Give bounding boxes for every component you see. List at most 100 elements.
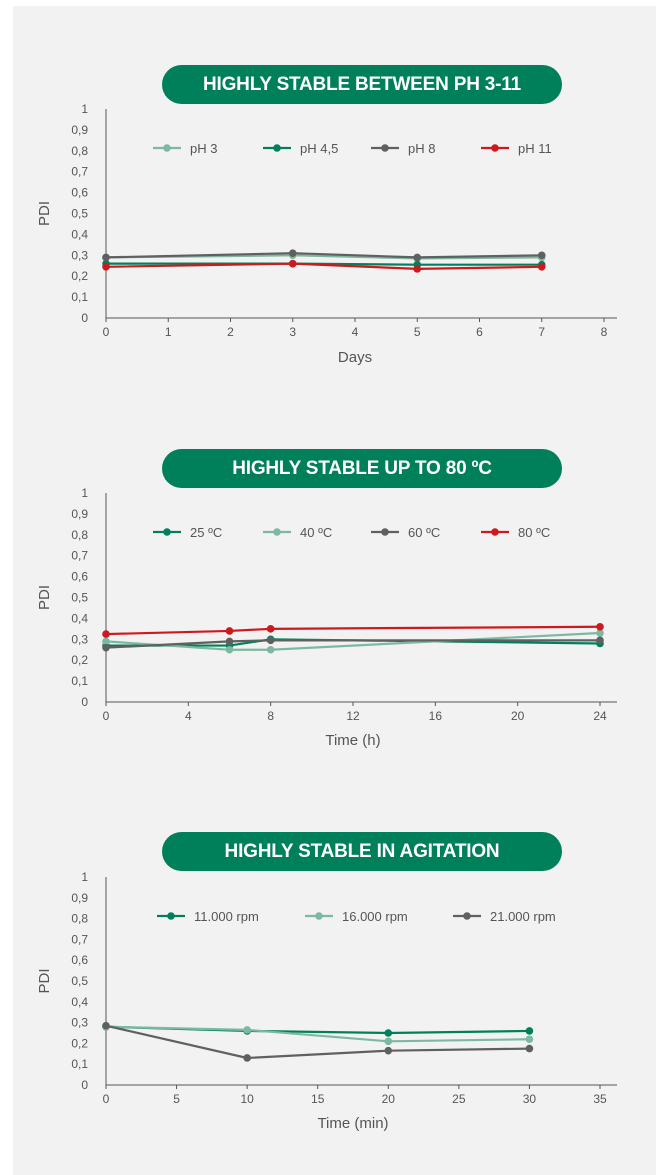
legend-item: 11.000 rpm (157, 909, 259, 924)
x-tick-label: 20 (382, 1092, 396, 1106)
data-point (525, 1035, 534, 1044)
y-axis-label: PDI (36, 585, 53, 610)
legend-marker (163, 528, 171, 536)
y-tick-label: 0,8 (71, 912, 88, 926)
y-tick-label: 0,1 (71, 674, 88, 688)
y-axis-label: PDI (36, 201, 53, 226)
y-tick-label: 0,6 (71, 953, 88, 967)
x-tick-label: 2 (227, 325, 234, 339)
y-tick-label: 0,4 (71, 611, 88, 625)
data-point (537, 251, 546, 260)
y-tick-label: 0,5 (71, 591, 88, 605)
x-tick-label: 35 (593, 1092, 607, 1106)
legend-item: pH 8 (371, 141, 435, 156)
data-point (413, 265, 422, 273)
data-point (537, 262, 546, 271)
x-tick-label: 12 (346, 709, 360, 723)
legend-label: 11.000 rpm (194, 909, 259, 924)
data-point (596, 629, 604, 637)
y-tick-label: 0 (81, 1078, 88, 1092)
data-point (266, 645, 275, 654)
y-tick-label: 0,7 (71, 932, 88, 946)
data-point (288, 259, 297, 268)
y-tick-label: 0,3 (71, 248, 88, 262)
y-axis-label: PDI (36, 968, 53, 993)
y-tick-label: 1 (81, 102, 88, 116)
y-tick-label: 0,9 (71, 507, 88, 521)
legend-item: 21.000 rpm (453, 909, 556, 924)
data-point (102, 262, 110, 271)
data-point (225, 637, 234, 646)
y-tick-label: 0,2 (71, 653, 88, 667)
data-point (102, 643, 110, 652)
x-tick-label: 30 (523, 1092, 537, 1106)
x-tick-label: 6 (476, 325, 483, 339)
x-tick-label: 15 (311, 1092, 325, 1106)
series-line (105, 1024, 530, 1060)
x-tick-label: 0 (103, 709, 110, 723)
legend-item: 40 ºC (263, 525, 332, 540)
x-tick-label: 3 (289, 325, 296, 339)
series-line (105, 625, 601, 636)
x-tick-label: 8 (601, 325, 608, 339)
data-point (102, 630, 110, 638)
y-tick-label: 0,4 (71, 995, 88, 1009)
legend-label: 80 ºC (518, 525, 550, 540)
legend-label: 25 ºC (190, 525, 222, 540)
legend-label: 60 ºC (408, 525, 440, 540)
data-point (384, 1029, 393, 1037)
data-point (102, 253, 110, 262)
data-point (384, 1037, 393, 1046)
x-tick-label: 5 (414, 325, 421, 339)
x-tick-label: 25 (452, 1092, 466, 1106)
data-point (243, 1026, 251, 1034)
y-tick-label: 0,9 (71, 123, 88, 137)
y-tick-label: 0,6 (71, 186, 88, 200)
legend-label: 40 ºC (300, 525, 332, 540)
series-line (105, 252, 542, 259)
legend-marker (315, 912, 323, 920)
series-line (106, 262, 542, 266)
data-point (225, 627, 234, 635)
legend-label: 21.000 rpm (490, 909, 556, 924)
legend-marker (491, 144, 499, 152)
legend-item: pH 4,5 (263, 141, 338, 156)
legend-marker (463, 912, 471, 920)
x-tick-label: 24 (593, 709, 607, 723)
x-tick-label: 4 (185, 709, 192, 723)
legend-marker (273, 144, 281, 152)
x-axis-label: Time (h) (325, 732, 380, 749)
y-tick-label: 0,1 (71, 290, 88, 304)
x-tick-label: 0 (103, 325, 110, 339)
data-point (225, 645, 234, 654)
series-line (105, 639, 600, 649)
y-tick-label: 0,5 (71, 974, 88, 988)
y-tick-label: 1 (81, 870, 88, 884)
x-tick-label: 20 (511, 709, 525, 723)
data-point (266, 636, 275, 645)
data-point (596, 622, 604, 631)
legend-item: pH 11 (481, 141, 552, 156)
data-point (525, 1027, 534, 1035)
x-tick-label: 8 (267, 709, 274, 723)
y-tick-label: 0,9 (71, 891, 88, 905)
x-tick-label: 7 (538, 325, 545, 339)
y-tick-label: 0,3 (71, 1016, 88, 1030)
legend-label: pH 11 (518, 141, 552, 156)
legend-marker (381, 528, 389, 536)
series-line (105, 1025, 530, 1043)
legend-label: 16.000 rpm (342, 909, 408, 924)
data-point (266, 625, 275, 633)
legend-item: 16.000 rpm (305, 909, 408, 924)
chart-2-title-banner: HIGHLY STABLE UP TO 80 ºC (162, 449, 562, 488)
legend-item: 60 ºC (371, 525, 440, 540)
y-tick-label: 0,1 (71, 1057, 88, 1071)
legend-label: pH 8 (408, 141, 435, 156)
legend-marker (167, 912, 175, 920)
x-tick-label: 0 (103, 1092, 110, 1106)
chart-3-title-banner: HIGHLY STABLE IN AGITATION (162, 832, 562, 871)
series-line (105, 262, 542, 270)
data-point (596, 636, 604, 645)
legend-item: pH 3 (153, 141, 217, 156)
